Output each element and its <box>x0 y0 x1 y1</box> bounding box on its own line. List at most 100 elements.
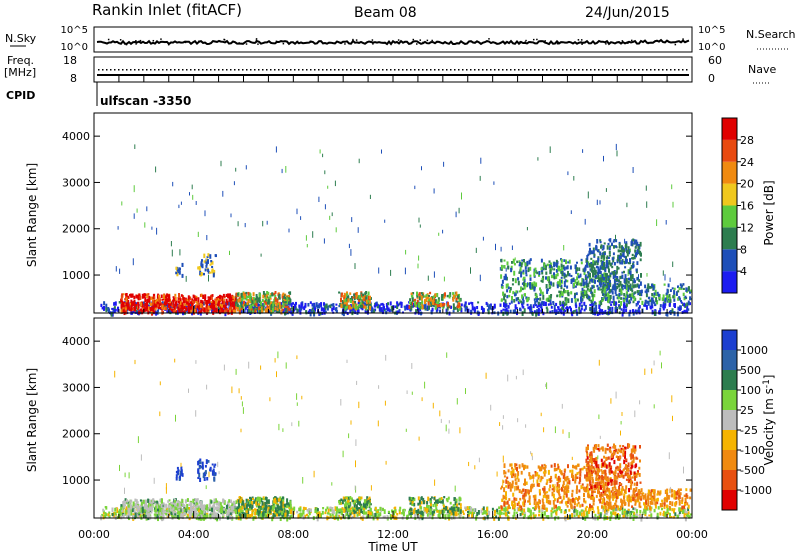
nave-dot <box>114 69 116 71</box>
power-echo <box>506 309 509 313</box>
velocity-echo <box>289 507 292 510</box>
nsearch-dot <box>119 39 122 41</box>
velocity-echo <box>146 506 149 510</box>
power-echo <box>662 304 665 309</box>
power-echo <box>529 277 532 281</box>
power-echo <box>178 268 181 272</box>
power-echo <box>419 307 421 310</box>
velocity-echo <box>142 499 145 504</box>
power-echo <box>180 305 183 310</box>
nave-dot <box>338 69 340 71</box>
velocity-echo <box>285 505 288 509</box>
power-echo <box>446 305 449 311</box>
power-echo <box>444 292 446 297</box>
power-echo <box>115 266 117 272</box>
power-echo <box>414 300 417 306</box>
velocity-echo <box>389 513 392 519</box>
power-echo <box>619 262 622 265</box>
power-echo <box>610 288 613 293</box>
power-echo <box>524 263 527 267</box>
power-echo <box>255 296 258 300</box>
velocity-echo <box>678 507 681 512</box>
velocity-echo <box>200 515 203 519</box>
velocity-echo <box>186 507 189 510</box>
power-echo <box>647 283 650 288</box>
power-echo <box>215 304 218 308</box>
power-echo <box>592 278 595 284</box>
power-echo <box>207 305 210 310</box>
power-echo <box>118 301 121 304</box>
power-echo <box>369 295 371 300</box>
power-echo <box>596 312 599 316</box>
power-echo <box>602 258 605 262</box>
power-echo <box>621 271 624 274</box>
power-echo <box>324 310 327 314</box>
power-echo <box>261 306 263 309</box>
nave-dot <box>294 69 296 71</box>
velocity-echo <box>521 513 524 516</box>
power-echo <box>238 309 241 315</box>
velocity-echo <box>168 503 171 506</box>
power-echo <box>431 308 434 312</box>
power-echo <box>249 296 252 301</box>
power-echo <box>210 260 213 263</box>
power-echo <box>636 241 639 246</box>
power-echo <box>507 305 510 309</box>
velocity-echo <box>631 515 634 519</box>
power-echo <box>248 305 251 310</box>
power-echo <box>651 300 654 304</box>
power-echo <box>268 306 271 311</box>
nave-dot <box>122 69 124 71</box>
velocity-echo <box>254 515 257 520</box>
power-echo <box>225 301 227 306</box>
velocity-echo <box>177 504 180 510</box>
velocity-echo <box>213 501 216 504</box>
power-echo <box>288 307 291 312</box>
velocity-echo <box>199 512 202 515</box>
power-echo <box>600 277 603 280</box>
power-echo <box>411 301 414 306</box>
power-echo <box>550 294 553 297</box>
velocity-echo <box>274 513 277 517</box>
velocity-echo <box>183 512 186 516</box>
power-echo <box>159 306 162 309</box>
power-echo <box>589 247 591 252</box>
power-echo <box>158 294 160 298</box>
power-echo <box>265 294 268 300</box>
power-echo <box>618 246 621 249</box>
power-echo <box>650 301 653 307</box>
power-echo <box>590 250 593 255</box>
velocity-echo <box>166 510 169 513</box>
power-echo <box>564 279 567 283</box>
velocity-echo <box>196 513 199 517</box>
power-echo <box>640 291 643 297</box>
power-echo <box>560 276 563 279</box>
power-echo <box>677 306 680 311</box>
power-echo <box>141 310 144 315</box>
velocity-echo <box>673 508 676 511</box>
power-echo <box>549 146 551 153</box>
power-echo <box>338 291 341 294</box>
power-echo <box>179 300 182 306</box>
velocity-echo <box>192 508 195 513</box>
power-echo <box>298 306 301 311</box>
power-echo <box>633 296 636 302</box>
power-echo <box>195 304 197 309</box>
power-echo <box>558 279 561 284</box>
power-echo <box>613 300 616 306</box>
power-echo <box>157 306 160 309</box>
power-echo <box>529 310 532 314</box>
power-echo <box>603 295 606 299</box>
power-echo <box>619 255 621 262</box>
power-echo <box>367 300 370 303</box>
power-echo <box>480 305 483 311</box>
velocity-echo <box>627 508 630 512</box>
power-echo <box>355 296 358 300</box>
power-echo <box>314 307 316 311</box>
velocity-echo <box>124 500 127 504</box>
power-echo <box>229 301 232 306</box>
power-echo <box>308 309 311 312</box>
power-echo <box>581 292 584 296</box>
velocity-echo <box>336 514 339 518</box>
power-echo <box>396 301 399 305</box>
